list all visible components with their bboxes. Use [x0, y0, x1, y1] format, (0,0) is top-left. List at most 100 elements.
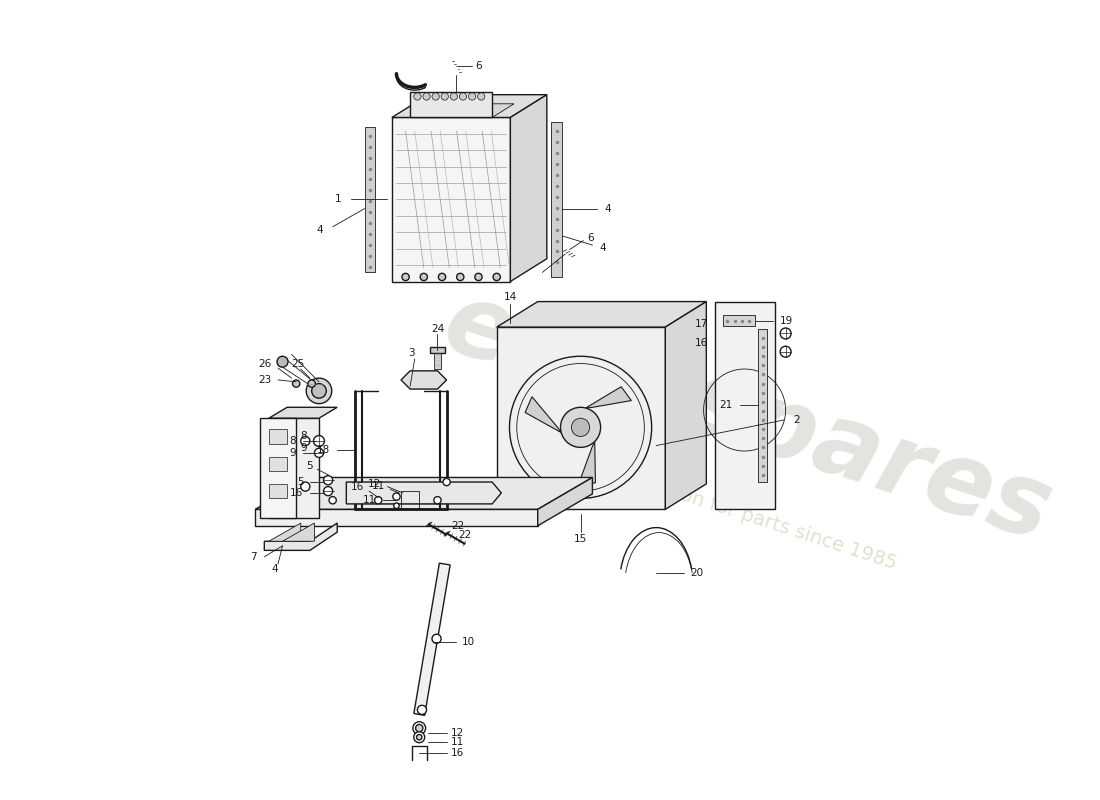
Text: 23: 23 [258, 375, 272, 385]
Text: 16: 16 [695, 338, 708, 347]
Circle shape [412, 722, 426, 734]
Circle shape [393, 493, 400, 500]
Circle shape [306, 378, 332, 404]
Text: 17: 17 [695, 319, 708, 330]
Circle shape [469, 93, 475, 100]
Text: 6: 6 [475, 61, 482, 70]
Text: 10: 10 [462, 637, 475, 646]
Text: 14: 14 [504, 292, 517, 302]
Polygon shape [268, 484, 287, 498]
Circle shape [780, 346, 791, 357]
Circle shape [432, 634, 441, 643]
Polygon shape [414, 563, 450, 715]
Polygon shape [268, 429, 287, 444]
Circle shape [323, 476, 332, 485]
Circle shape [414, 93, 421, 100]
Circle shape [417, 734, 422, 740]
Polygon shape [430, 347, 444, 353]
Circle shape [417, 706, 427, 714]
Polygon shape [585, 386, 631, 408]
Text: 16: 16 [290, 488, 304, 498]
Polygon shape [497, 327, 666, 510]
Circle shape [443, 478, 450, 486]
Text: eurospares: eurospares [431, 274, 1064, 562]
Circle shape [300, 437, 310, 446]
Polygon shape [392, 94, 547, 118]
Circle shape [456, 274, 464, 281]
Text: 11: 11 [372, 481, 385, 490]
Text: 9: 9 [300, 443, 307, 454]
Text: 9: 9 [289, 448, 296, 458]
Polygon shape [268, 407, 338, 418]
Circle shape [475, 274, 482, 281]
Text: a passion for parts since 1985: a passion for parts since 1985 [614, 464, 900, 573]
Text: 20: 20 [690, 568, 703, 578]
Circle shape [308, 380, 316, 387]
Text: 11: 11 [451, 737, 464, 746]
Text: 11: 11 [363, 495, 376, 506]
Circle shape [414, 732, 425, 742]
Circle shape [571, 418, 590, 437]
Polygon shape [392, 118, 510, 282]
Circle shape [439, 274, 446, 281]
Text: 24: 24 [431, 324, 444, 334]
Circle shape [493, 274, 500, 281]
Circle shape [375, 497, 382, 504]
Circle shape [780, 328, 791, 339]
Circle shape [315, 448, 323, 458]
Polygon shape [510, 94, 547, 282]
Circle shape [293, 380, 300, 387]
Text: 16: 16 [451, 748, 464, 758]
Circle shape [278, 437, 287, 446]
Text: 4: 4 [317, 225, 323, 234]
Polygon shape [715, 302, 774, 510]
Polygon shape [268, 523, 300, 542]
Text: 7: 7 [251, 552, 257, 562]
Polygon shape [364, 126, 375, 273]
Text: 3: 3 [408, 348, 416, 358]
Circle shape [416, 725, 422, 732]
Polygon shape [538, 478, 593, 526]
Polygon shape [268, 457, 287, 471]
Polygon shape [260, 418, 296, 518]
Polygon shape [525, 397, 561, 433]
Circle shape [314, 435, 324, 446]
Polygon shape [497, 302, 706, 327]
Text: 4: 4 [604, 204, 611, 214]
Text: 15: 15 [574, 534, 587, 545]
Polygon shape [723, 315, 755, 326]
Text: 18: 18 [317, 445, 330, 455]
Polygon shape [255, 510, 538, 526]
Text: 8: 8 [289, 436, 296, 446]
Text: 12: 12 [367, 479, 381, 489]
Text: 21: 21 [719, 401, 733, 410]
Circle shape [450, 93, 458, 100]
Circle shape [329, 497, 337, 504]
Polygon shape [579, 442, 595, 485]
Circle shape [394, 503, 399, 509]
Polygon shape [255, 478, 593, 510]
Text: 25: 25 [292, 358, 305, 369]
Text: 5: 5 [297, 477, 304, 487]
Circle shape [323, 486, 332, 496]
Polygon shape [410, 92, 492, 118]
Circle shape [561, 407, 601, 447]
Polygon shape [551, 122, 562, 277]
Polygon shape [433, 353, 441, 369]
Circle shape [422, 93, 430, 100]
Circle shape [433, 497, 441, 504]
Polygon shape [346, 482, 502, 504]
Circle shape [441, 93, 449, 100]
Text: 2: 2 [793, 415, 800, 425]
Text: 5: 5 [306, 461, 312, 470]
Polygon shape [283, 523, 315, 542]
Circle shape [477, 93, 485, 100]
Text: 4: 4 [600, 242, 606, 253]
Text: 12: 12 [451, 728, 464, 738]
Text: 8: 8 [300, 431, 307, 442]
Circle shape [402, 274, 409, 281]
Circle shape [311, 383, 327, 398]
Circle shape [278, 482, 287, 491]
Text: 22: 22 [459, 530, 472, 540]
Circle shape [460, 93, 466, 100]
